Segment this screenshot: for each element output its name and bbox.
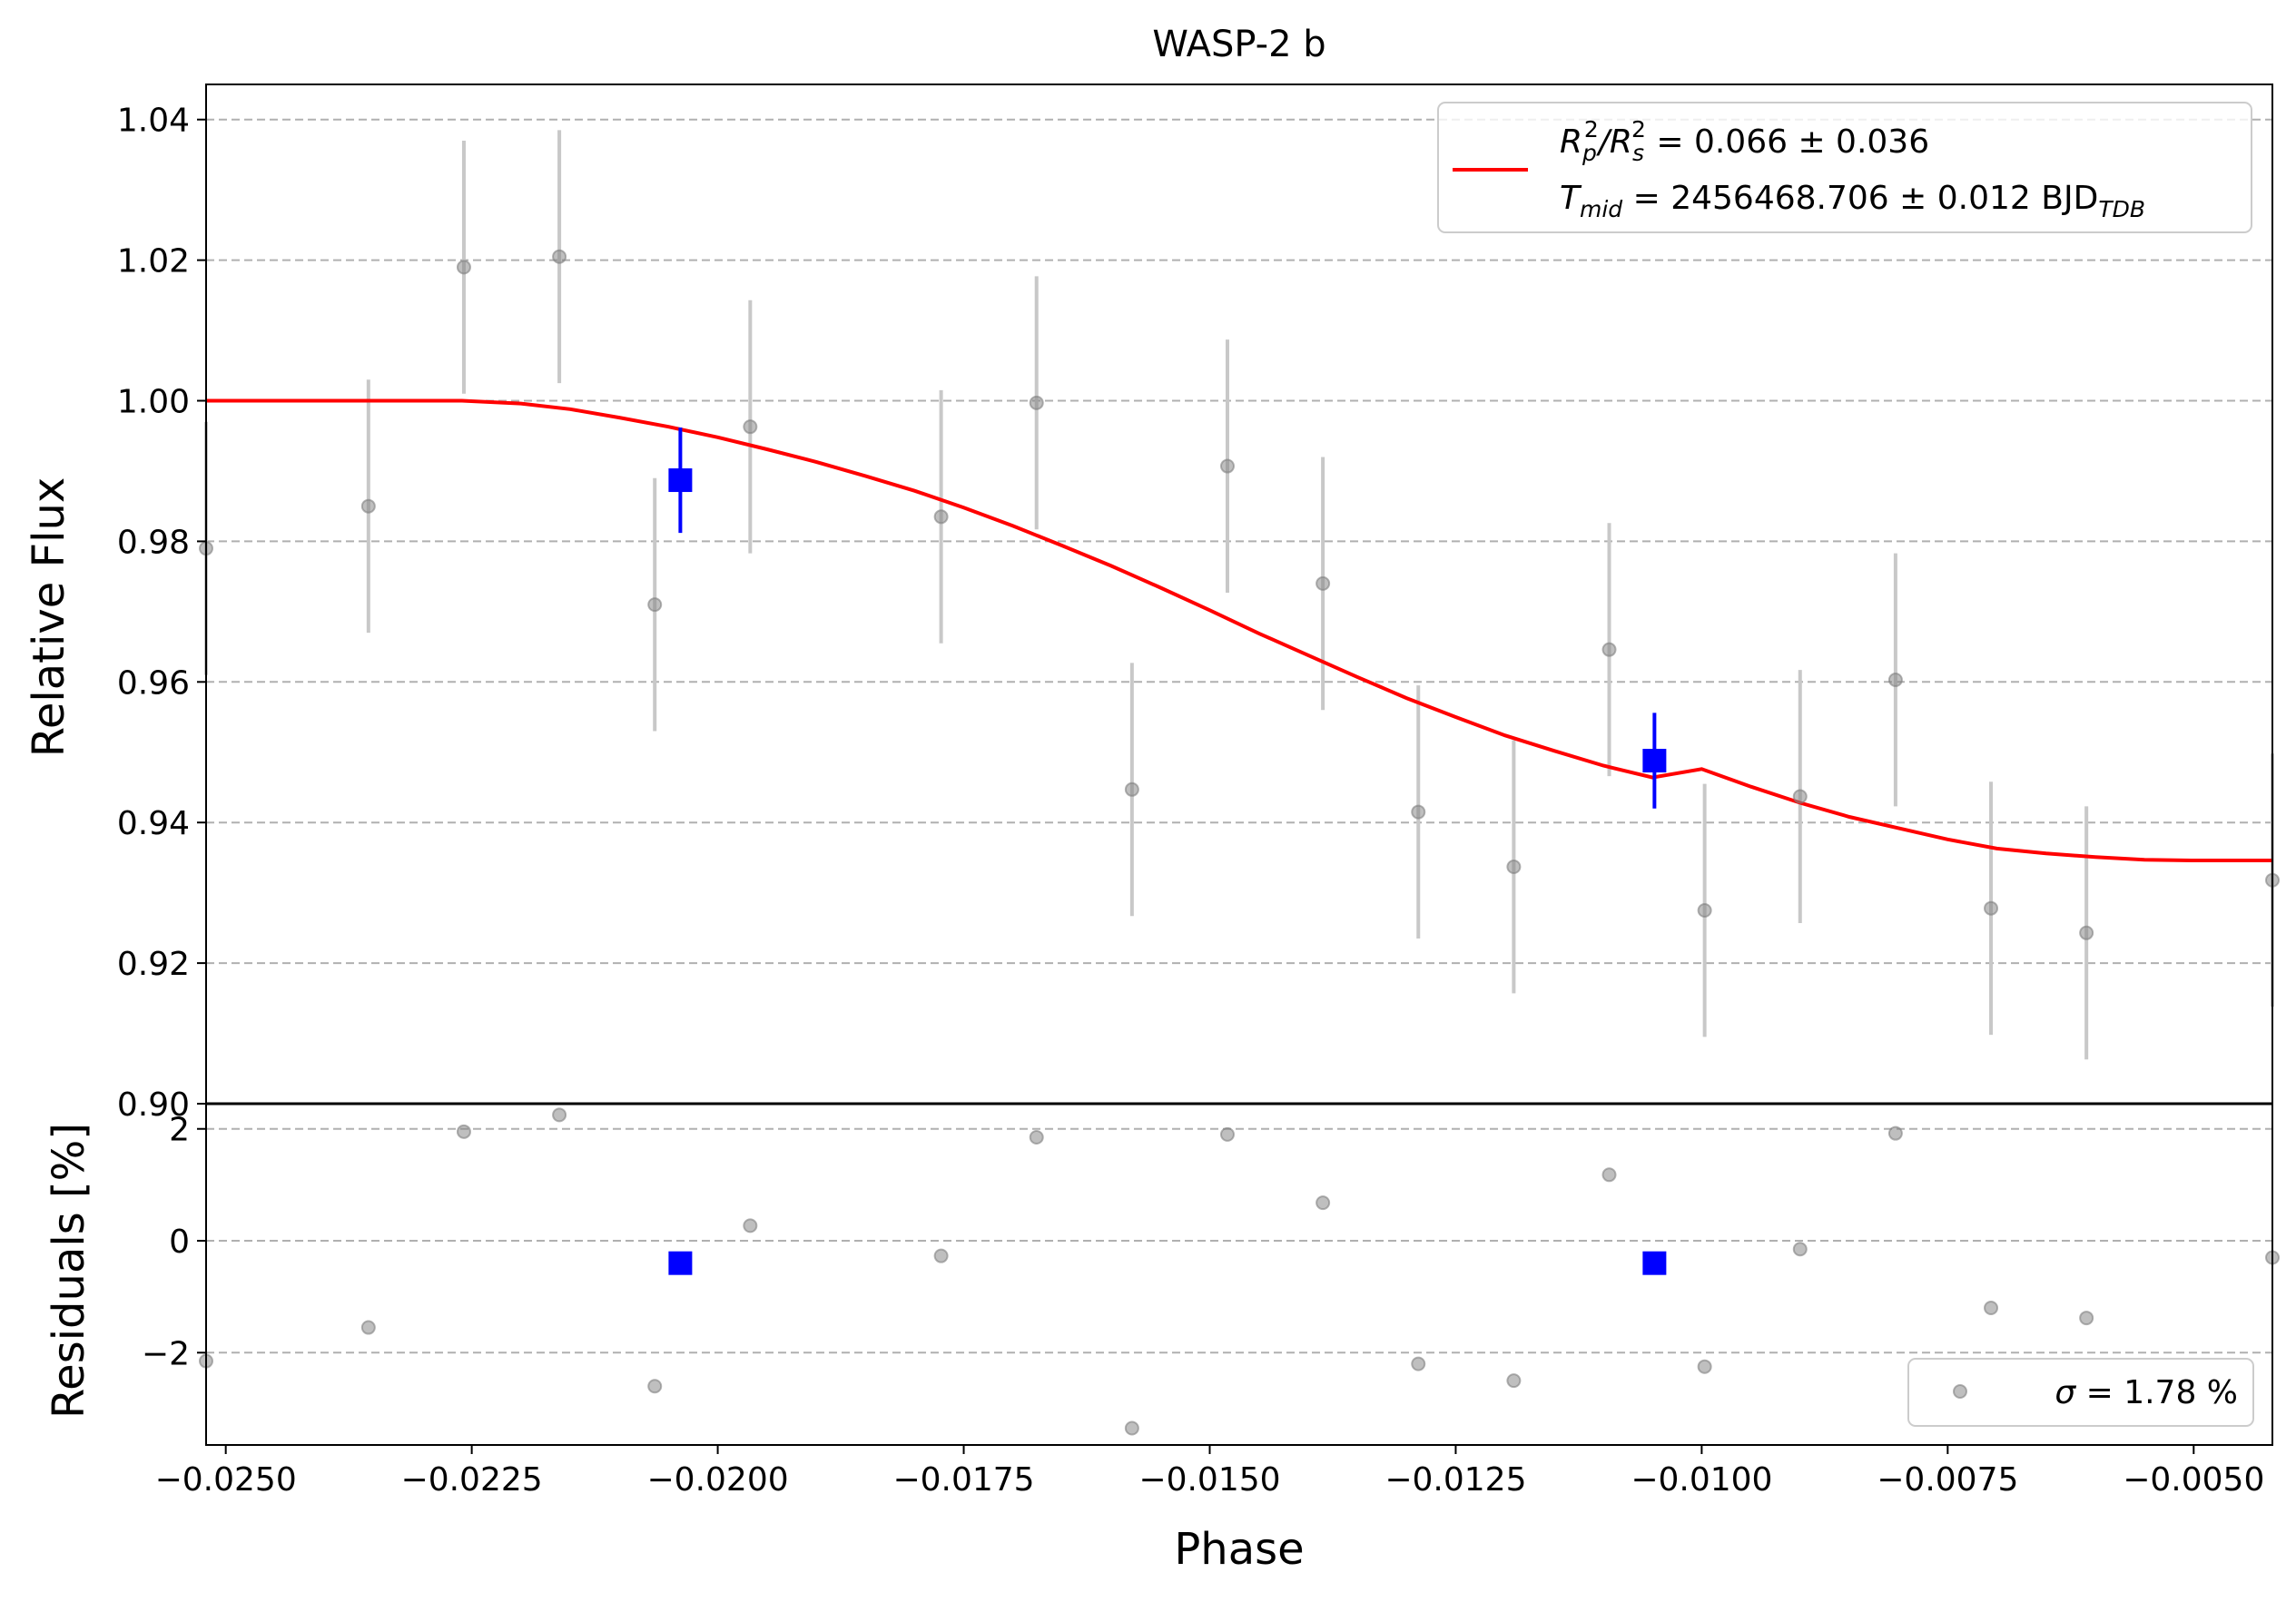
flux-point xyxy=(1887,672,1903,687)
flux-point xyxy=(743,419,758,435)
residual-axis-label: Residuals [%] xyxy=(44,1123,94,1419)
flux-y-tick-label: 1.00 xyxy=(117,384,190,421)
residual-y-tick-label: −2 xyxy=(142,1335,190,1372)
phase-x-tick-label: −0.0250 xyxy=(155,1461,297,1499)
chart-title: WASP-2 b xyxy=(1152,24,1325,65)
flux-y-tick-label: 0.94 xyxy=(117,805,190,842)
phase-x-tick-label: −0.0225 xyxy=(401,1461,543,1499)
residual-point xyxy=(647,1379,663,1394)
binned-flux-point xyxy=(668,468,693,493)
flux-points xyxy=(199,249,2280,940)
model-legend-depth: Rp2/Rs2 = 0.066 ± 0.036 xyxy=(1560,116,1929,166)
flux-y-tick-label: 1.04 xyxy=(117,103,190,140)
flux-point xyxy=(1601,642,1617,657)
transit-model-line xyxy=(206,398,2272,862)
flux-point xyxy=(1219,458,1235,474)
residual-point xyxy=(552,1107,567,1123)
residual-point xyxy=(1219,1126,1235,1142)
phase-x-tick-label: −0.0050 xyxy=(2123,1461,2264,1499)
residual-point xyxy=(2079,1311,2094,1326)
flux-point xyxy=(2079,925,2094,940)
flux-point xyxy=(1124,781,1139,797)
flux-y-tick-label: 0.90 xyxy=(117,1086,190,1124)
phase-x-tick-label: −0.0200 xyxy=(647,1461,789,1499)
model-legend-tmid: Tmid = 2456468.706 ± 0.012 BJDTDB xyxy=(1560,180,2145,222)
residual-y-ticks: −2 0 2 xyxy=(142,1112,206,1372)
flux-point xyxy=(933,509,949,525)
residual-point xyxy=(1029,1129,1044,1145)
flux-point xyxy=(1984,900,1999,916)
flux-y-tick-label: 0.98 xyxy=(117,524,190,561)
flux-y-tick-label: 1.02 xyxy=(117,243,190,280)
residual-point xyxy=(1316,1195,1331,1211)
residual-point xyxy=(1411,1356,1426,1371)
flux-point xyxy=(1029,395,1044,410)
binned-flux-point xyxy=(1642,749,1667,773)
phase-x-tick-label: −0.0125 xyxy=(1384,1461,1526,1499)
phase-x-tick-label: −0.0100 xyxy=(1631,1461,1772,1499)
flux-axis-label: Relative Flux xyxy=(24,477,74,758)
flux-point xyxy=(1792,789,1808,804)
residual-point xyxy=(456,1124,471,1139)
residual-legend-marker xyxy=(1953,1384,1967,1399)
flux-point xyxy=(360,498,376,514)
binned-flux-points xyxy=(668,427,1667,809)
residual-points xyxy=(199,1107,2280,1436)
residual-legend-box xyxy=(1907,1358,2254,1427)
flux-point xyxy=(1697,903,1712,919)
phase-x-ticks: −0.0250 −0.0225 −0.0200 −0.0175 −0.0150 −0.01… xyxy=(155,1445,2264,1499)
flux-y-tick-label: 0.92 xyxy=(117,946,190,983)
flux-errorbars xyxy=(204,130,2274,1060)
residual-point xyxy=(360,1320,376,1335)
residual-point xyxy=(743,1218,758,1233)
model-legend-box xyxy=(1437,102,2252,233)
flux-y-ticks: 0.90 0.92 0.94 0.96 0.98 1.00 1.02 1.04 xyxy=(117,103,206,1124)
residual-y-tick-label: 2 xyxy=(169,1112,190,1149)
phase-x-tick-label: −0.0150 xyxy=(1138,1461,1280,1499)
binned-residual-point xyxy=(1642,1251,1667,1275)
flux-y-tick-label: 0.96 xyxy=(117,664,190,702)
flux-point xyxy=(1506,859,1522,874)
residual-point xyxy=(1697,1359,1712,1374)
flux-point xyxy=(1411,804,1426,820)
residual-gridlines xyxy=(206,1127,2272,1354)
phase-axis-label: Phase xyxy=(1174,1524,1304,1575)
flux-point xyxy=(1316,575,1331,591)
residual-y-tick-label: 0 xyxy=(169,1224,190,1261)
top-gridlines xyxy=(206,118,2272,1105)
flux-point xyxy=(647,597,663,613)
residual-point xyxy=(1984,1300,1999,1315)
residual-point xyxy=(933,1248,949,1263)
residual-point xyxy=(1887,1125,1903,1141)
phase-x-tick-label: −0.0175 xyxy=(892,1461,1034,1499)
flux-point xyxy=(552,249,567,264)
residual-legend: σ = 1.78 % xyxy=(1907,1358,2254,1427)
residual-point xyxy=(1792,1242,1808,1257)
residual-point xyxy=(1506,1373,1522,1389)
model-legend: Rp2/Rs2 = 0.066 ± 0.036 Tmid = 2456468.7… xyxy=(1437,102,2252,233)
phase-x-tick-label: −0.0075 xyxy=(1877,1461,2018,1499)
binned-residual-points xyxy=(668,1251,1667,1275)
residual-point xyxy=(1601,1167,1617,1183)
flux-point xyxy=(456,260,471,275)
residual-legend-sigma: σ = 1.78 % xyxy=(2055,1374,2238,1411)
residual-point xyxy=(1124,1420,1139,1436)
flux-panel-frame xyxy=(205,84,2273,1105)
binned-residual-point xyxy=(668,1251,693,1275)
